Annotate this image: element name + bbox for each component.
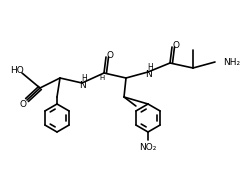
Text: HO: HO [10, 66, 24, 74]
Text: NH₂: NH₂ [223, 57, 240, 67]
Text: H: H [147, 62, 153, 71]
Text: H: H [100, 75, 105, 81]
Text: N: N [144, 69, 152, 79]
Text: O: O [20, 100, 26, 108]
Text: N: N [79, 81, 86, 90]
Text: O: O [172, 40, 180, 50]
Text: NO₂: NO₂ [139, 142, 157, 151]
Text: O: O [106, 50, 114, 59]
Text: H: H [81, 74, 87, 83]
